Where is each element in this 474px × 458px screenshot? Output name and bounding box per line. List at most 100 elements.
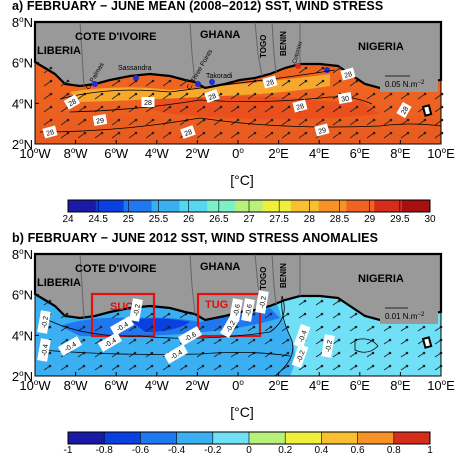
wind-vector-head bbox=[321, 105, 325, 109]
wind-vector-head bbox=[286, 312, 290, 316]
country-benin-b: BENIN bbox=[279, 263, 288, 288]
wind-vector-head bbox=[66, 79, 70, 83]
wind-vector-head bbox=[236, 92, 240, 96]
contour-label-box bbox=[340, 67, 356, 81]
wind-vector bbox=[128, 119, 137, 126]
x-tick-label: 8oE bbox=[390, 378, 411, 393]
wind-vector-head bbox=[320, 312, 324, 316]
wind-vector-head bbox=[65, 338, 69, 342]
wind-vector bbox=[128, 132, 137, 139]
wind-vector-head bbox=[202, 131, 206, 135]
wind-vector-head bbox=[134, 118, 138, 122]
wind-vector bbox=[298, 67, 307, 74]
wind-vector-head bbox=[354, 325, 358, 329]
wind-vector-head bbox=[82, 325, 86, 329]
wind-vector bbox=[315, 67, 324, 74]
panel-b-axes: 10oW 8oW 6oW 4oW 2oW 0o 2oE 4oE 6oE 8oE 10oE 8oN 6oN… bbox=[12, 247, 455, 393]
wind-vector bbox=[366, 93, 375, 100]
wind-vector-head bbox=[389, 118, 393, 122]
wind-vector-head bbox=[287, 105, 291, 109]
wind-vector-head bbox=[168, 118, 172, 122]
panel-b-island bbox=[421, 336, 433, 349]
wind-vector bbox=[281, 119, 290, 126]
wind-vector bbox=[332, 80, 341, 87]
wind-vector-head bbox=[202, 105, 206, 109]
contour-label-box bbox=[177, 326, 203, 346]
colorbar-swatch bbox=[179, 200, 208, 212]
country-cote-divoire-b: COTE D'IVOIRE bbox=[75, 263, 156, 275]
wind-vector bbox=[264, 132, 273, 139]
wind-vector-head bbox=[83, 131, 87, 135]
wind-vector bbox=[400, 93, 409, 100]
panel-a-unit: [°C] bbox=[230, 172, 254, 188]
wind-vector-head bbox=[49, 92, 53, 96]
wind-vector-head bbox=[269, 338, 273, 342]
wind-vector-head bbox=[355, 131, 359, 135]
contour-label-box bbox=[229, 298, 243, 322]
wind-vector bbox=[332, 119, 341, 126]
contour-label: 28 bbox=[68, 98, 78, 108]
wind-vector-head bbox=[337, 325, 341, 329]
wind-vector bbox=[196, 119, 205, 126]
wind-vector bbox=[77, 93, 86, 100]
colorbar-tick-label: 27 bbox=[243, 214, 255, 225]
wind-vector bbox=[281, 106, 290, 113]
contour-label-box bbox=[204, 89, 220, 103]
wind-vector bbox=[298, 93, 307, 100]
wind-vector-head bbox=[201, 364, 205, 368]
colorbar-tick-label: -0.4 bbox=[167, 445, 186, 456]
contour-label: 28 bbox=[144, 100, 152, 107]
panel-b-scale-box bbox=[380, 302, 438, 324]
x-tick-label: 8oW bbox=[64, 146, 89, 161]
wind-vector-head bbox=[338, 131, 342, 135]
wind-vector-head bbox=[184, 325, 188, 329]
wind-vector bbox=[77, 119, 86, 126]
x-tick-label: 4oW bbox=[145, 146, 170, 161]
colorbar-swatch bbox=[104, 432, 141, 444]
wind-vector-head bbox=[303, 364, 307, 368]
wind-vector-head bbox=[236, 131, 240, 135]
wind-vector bbox=[145, 80, 154, 87]
colorbar-tick-label: 25 bbox=[122, 214, 134, 225]
wind-vector bbox=[43, 119, 52, 126]
colorbar-tick-label: 27.5 bbox=[269, 214, 289, 225]
country-togo: TOGO bbox=[259, 35, 268, 58]
wind-vector-head bbox=[235, 325, 239, 329]
wind-vector-head bbox=[371, 338, 375, 342]
wind-vector-head bbox=[185, 105, 189, 109]
wind-vector bbox=[43, 67, 52, 74]
wind-vector-head bbox=[320, 364, 324, 368]
wind-vector bbox=[315, 119, 324, 126]
contour-label: -0.2 bbox=[41, 316, 50, 329]
x-tick-label: 6oE bbox=[350, 146, 371, 161]
wind-vector-head bbox=[66, 131, 70, 135]
colorbar-swatch bbox=[176, 432, 214, 444]
colorbar-swatch bbox=[318, 200, 347, 212]
wind-vector-head bbox=[371, 325, 375, 329]
colorbar-tick-label: 24.5 bbox=[88, 214, 108, 225]
country-togo-b: TOGO bbox=[259, 267, 268, 290]
wind-vector-head bbox=[405, 364, 409, 368]
colorbar-tick-label: 0.8 bbox=[386, 445, 401, 456]
wind-vector-head bbox=[117, 118, 121, 122]
wind-vector bbox=[332, 67, 341, 74]
panel-a-colorbar bbox=[67, 199, 431, 213]
wind-vector-head bbox=[422, 325, 426, 329]
wind-vector-head bbox=[168, 92, 172, 96]
contour-label: -0.2 bbox=[133, 304, 142, 317]
colorbar-swatch bbox=[140, 432, 178, 444]
x-tick-label: 8oE bbox=[390, 146, 411, 161]
wind-vector bbox=[349, 106, 358, 113]
wind-vector-head bbox=[66, 118, 70, 122]
contour-label: 28 bbox=[296, 103, 305, 112]
wind-vector-head bbox=[150, 325, 154, 329]
wind-vector-head bbox=[82, 338, 86, 342]
suc-label: SUC bbox=[110, 301, 133, 313]
contour-label-box bbox=[292, 99, 308, 113]
wind-vector-head bbox=[337, 351, 341, 355]
wind-vector-head bbox=[201, 325, 205, 329]
colorbar-swatch bbox=[123, 200, 153, 212]
wind-vector-head bbox=[422, 364, 426, 368]
colorbar-tick-label: 0.4 bbox=[314, 445, 329, 456]
wind-vector bbox=[230, 106, 239, 113]
